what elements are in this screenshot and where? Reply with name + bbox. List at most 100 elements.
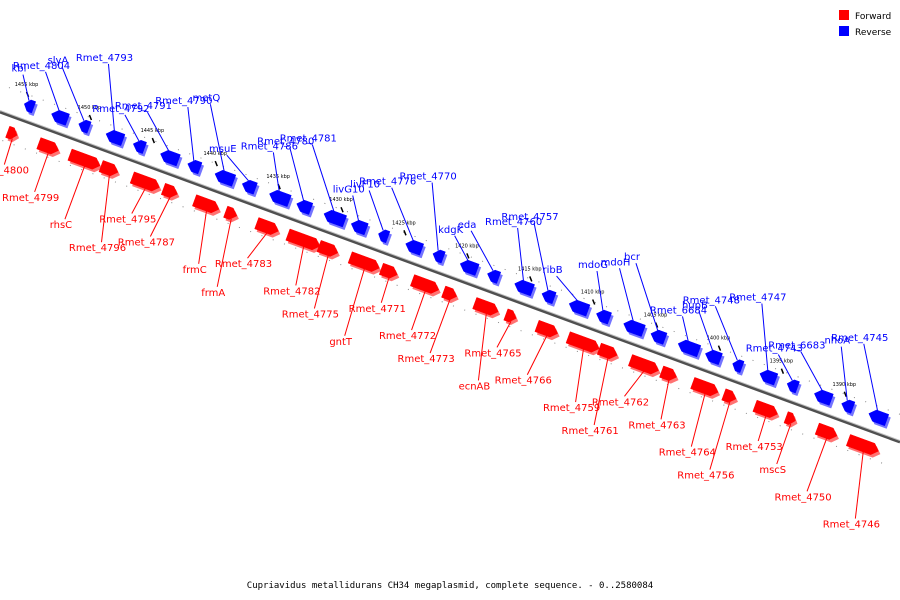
gene-reverse-label: nhoA <box>824 336 850 347</box>
gene-forward-label: Rmet_4796 <box>69 243 126 254</box>
gene-forward-leader <box>806 437 828 492</box>
gene-forward-leader <box>313 254 329 309</box>
gene-forward-label: Rmet_4759 <box>543 403 600 414</box>
gene-forward-label: Rmet_4771 <box>349 304 406 315</box>
scale-tick <box>717 345 722 351</box>
gene-forward-leader <box>34 151 50 193</box>
legend: Forward Reverse <box>839 10 892 38</box>
scale-tick-label: 1400 kbp <box>707 336 731 342</box>
gene-reverse-leader <box>431 182 439 251</box>
legend-label-forward: Forward <box>855 12 891 22</box>
gene-reverse-label: Rmet_4743 <box>746 343 803 354</box>
gene-forward-leader <box>660 379 670 420</box>
gene-forward-leader <box>757 414 767 442</box>
scale-tick-label: 1440 kbp <box>203 151 227 157</box>
gene-reverse-label: Rmet_6684 <box>650 305 707 316</box>
gene-forward-leader <box>690 392 706 447</box>
gene-forward-leader <box>64 165 86 220</box>
gene-forward-label: Rmet_4782 <box>263 286 320 297</box>
gene-reverse-label: Rmet_4748 <box>683 295 740 306</box>
gene-reverse <box>841 399 856 414</box>
gene-reverse-leader <box>368 190 384 231</box>
gene-forward <box>36 137 59 155</box>
gene-reverse <box>51 110 70 126</box>
gene-forward-leader <box>344 267 366 336</box>
gene-forward-leader <box>526 334 548 375</box>
gene-reverse-label: Rmet_4760 <box>485 217 542 228</box>
gene-reverse-label: mdoG <box>578 260 608 271</box>
gene-reverse-label: Rmet_4804 <box>13 61 70 72</box>
gene-reverse <box>160 149 181 167</box>
gene-forward-leader <box>593 356 609 426</box>
gene-reverse-leader <box>863 343 879 412</box>
gene-reverse <box>786 379 800 394</box>
gene-reverse-leader <box>61 66 85 121</box>
scale-tick <box>151 137 156 144</box>
genome-track: 1455 kbp 1450 kbp 1445 kbp 1440 kbp 1435 kbp… <box>0 53 900 531</box>
gene-reverse-leader <box>352 195 360 222</box>
gene-forward <box>67 148 101 170</box>
gene-reverse-label: Rmet_4747 <box>729 293 786 304</box>
gene-forward <box>565 331 600 353</box>
gene-reverse <box>378 229 391 244</box>
gene-forward <box>814 422 838 440</box>
gene-reverse-label: Rmet_4790 <box>155 96 212 107</box>
gene-reverse-label: Rmet_4781 <box>280 134 337 145</box>
gene-reverse <box>405 239 425 256</box>
gene-forward-leader <box>198 209 208 264</box>
scale-tick-label: 1430 kbp <box>329 197 353 203</box>
gene-reverse <box>187 159 203 175</box>
gene-forward-leader <box>131 187 147 214</box>
gene-forward <box>659 365 677 381</box>
gene-reverse <box>623 319 646 337</box>
gene-forward-leader <box>709 401 731 470</box>
gene-reverse-leader <box>311 144 335 213</box>
gene-reverse <box>759 369 779 386</box>
gene-forward <box>503 308 517 323</box>
gene-reverse <box>214 169 237 187</box>
gene-reverse <box>269 189 292 207</box>
gene-forward <box>129 171 160 192</box>
gene-reverse-leader <box>124 114 140 142</box>
gene-forward-leader <box>854 450 864 519</box>
backbone-highlight <box>0 110 900 441</box>
gene-forward-label: Rmet_4800 <box>0 166 29 177</box>
gene-forward-label: mscS <box>759 465 786 476</box>
gene-forward-label: Rmet_4756 <box>677 471 734 482</box>
gene-reverse-label: bcr <box>624 252 641 263</box>
gene-forward-label: ecnAB <box>459 381 491 392</box>
gene-reverse <box>596 309 612 325</box>
scale-tick-label: 1390 kbp <box>833 382 857 388</box>
gene-reverse-leader <box>682 316 689 343</box>
gene-reverse-leader <box>45 71 60 112</box>
gene-reverse-leader <box>714 306 738 361</box>
gene-forward-label: Rmet_4799 <box>2 193 59 204</box>
gene-forward-leader <box>496 321 512 348</box>
gene-reverse-label: slyA <box>48 56 69 67</box>
scale-tick <box>843 391 847 398</box>
gene-reverse <box>350 219 369 236</box>
gene-reverse-label: metQ <box>193 93 221 104</box>
gene-reverse-label: mdoH <box>601 257 631 268</box>
scale-tick-label: 1420 kbp <box>455 243 479 249</box>
gene-forward <box>752 399 778 418</box>
gene-forward-label: Rmet_4766 <box>495 376 552 387</box>
legend-swatch-reverse <box>839 26 849 36</box>
gene-forward-label: gntT <box>329 337 353 348</box>
gene-reverse <box>541 289 557 305</box>
gene-forward-label: Rmet_4762 <box>592 397 649 408</box>
gene-forward-leader <box>429 298 451 354</box>
gene-forward <box>721 388 737 403</box>
gene-forward <box>223 205 238 220</box>
gene-reverse-leader <box>533 222 549 292</box>
scale-tick-label: 1415 kbp <box>518 266 542 272</box>
gene-forward-label: Rmet_4772 <box>379 331 436 342</box>
gene-reverse <box>241 179 258 195</box>
scale-tick <box>403 230 407 236</box>
gene-reverse-leader <box>470 230 494 271</box>
gene-reverse <box>459 259 480 276</box>
gene-forward-leader <box>3 138 13 165</box>
gene-reverse-leader <box>761 303 769 372</box>
map-caption: Cupriavidus metallidurans CH34 megaplasm… <box>247 581 653 591</box>
